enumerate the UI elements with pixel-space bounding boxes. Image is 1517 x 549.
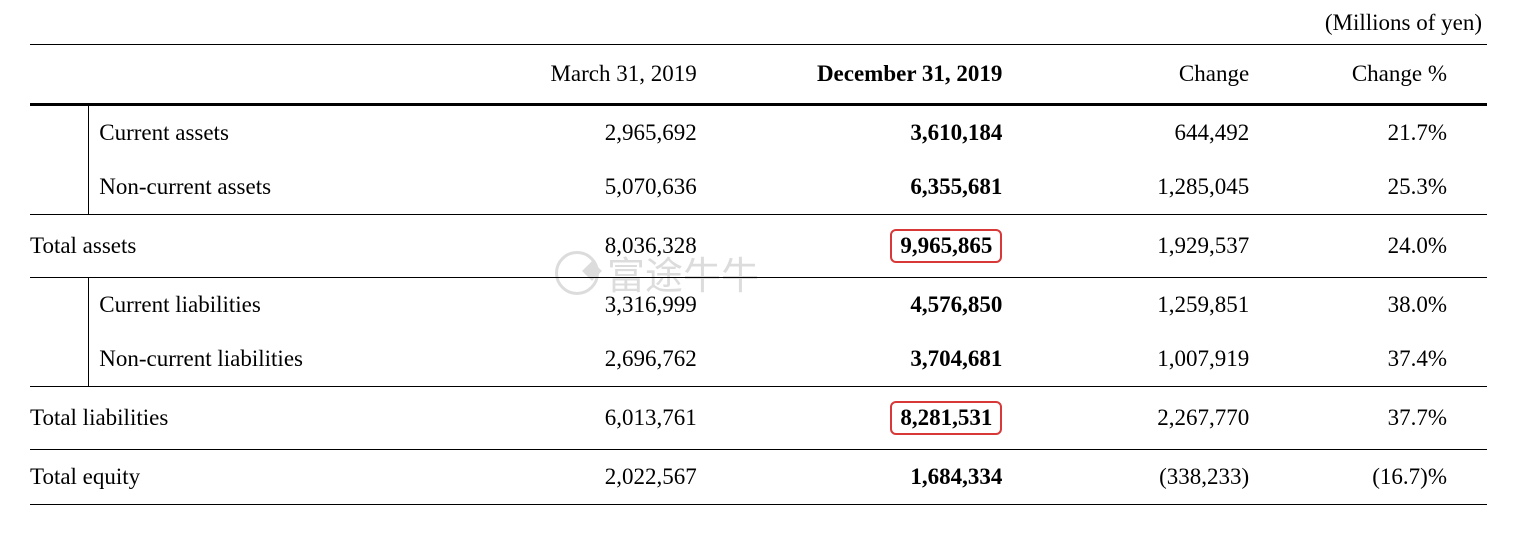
cell: 1,285,045 xyxy=(1042,160,1289,215)
table-row-total-assets: Total assets 8,036,328 9,965,865 1,929,5… xyxy=(30,215,1487,278)
cell: 25.3% xyxy=(1289,160,1487,215)
cell: 2,965,692 xyxy=(461,105,737,161)
row-label-noncurrent-liabilities: Non-current liabilities xyxy=(89,332,461,387)
cell: 2,267,770 xyxy=(1042,387,1289,450)
highlight-box: 8,281,531 xyxy=(890,401,1002,435)
financial-table: March 31, 2019 December 31, 2019 Change … xyxy=(30,44,1487,505)
cell: (16.7)% xyxy=(1289,450,1487,505)
cell-highlighted: 8,281,531 xyxy=(737,387,1043,450)
cell: 37.7% xyxy=(1289,387,1487,450)
cell: 37.4% xyxy=(1289,332,1487,387)
header-change: Change xyxy=(1042,45,1289,105)
unit-label: (Millions of yen) xyxy=(30,10,1487,36)
header-march: March 31, 2019 xyxy=(461,45,737,105)
cell: 1,007,919 xyxy=(1042,332,1289,387)
table-row-total-liabilities: Total liabilities 6,013,761 8,281,531 2,… xyxy=(30,387,1487,450)
cell: 2,696,762 xyxy=(461,332,737,387)
cell: 1,929,537 xyxy=(1042,215,1289,278)
highlight-box: 9,965,865 xyxy=(890,229,1002,263)
cell: 1,684,334 xyxy=(737,450,1043,505)
header-change-pct: Change % xyxy=(1289,45,1487,105)
row-label-current-liabilities: Current liabilities xyxy=(89,278,461,333)
row-label-current-assets: Current assets xyxy=(89,105,461,161)
table-row: Current assets 2,965,692 3,610,184 644,4… xyxy=(30,105,1487,161)
cell-highlighted: 9,965,865 xyxy=(737,215,1043,278)
row-label-total-assets: Total assets xyxy=(30,215,461,278)
table-row: Non-current assets 5,070,636 6,355,681 1… xyxy=(30,160,1487,215)
cell: 38.0% xyxy=(1289,278,1487,333)
cell: 3,610,184 xyxy=(737,105,1043,161)
cell: 6,013,761 xyxy=(461,387,737,450)
cell: 1,259,851 xyxy=(1042,278,1289,333)
row-label-noncurrent-assets: Non-current assets xyxy=(89,160,461,215)
cell: 3,316,999 xyxy=(461,278,737,333)
table-header-row: March 31, 2019 December 31, 2019 Change … xyxy=(30,45,1487,105)
cell: 4,576,850 xyxy=(737,278,1043,333)
cell: 24.0% xyxy=(1289,215,1487,278)
cell: 8,036,328 xyxy=(461,215,737,278)
table-row-total-equity: Total equity 2,022,567 1,684,334 (338,23… xyxy=(30,450,1487,505)
table-row: Current liabilities 3,316,999 4,576,850 … xyxy=(30,278,1487,333)
cell: 21.7% xyxy=(1289,105,1487,161)
table-row: Non-current liabilities 2,696,762 3,704,… xyxy=(30,332,1487,387)
cell: (338,233) xyxy=(1042,450,1289,505)
cell: 2,022,567 xyxy=(461,450,737,505)
cell: 644,492 xyxy=(1042,105,1289,161)
header-label xyxy=(30,45,461,105)
header-december: December 31, 2019 xyxy=(737,45,1043,105)
cell: 3,704,681 xyxy=(737,332,1043,387)
row-label-total-liabilities: Total liabilities xyxy=(30,387,461,450)
row-label-total-equity: Total equity xyxy=(30,450,461,505)
cell: 6,355,681 xyxy=(737,160,1043,215)
cell: 5,070,636 xyxy=(461,160,737,215)
